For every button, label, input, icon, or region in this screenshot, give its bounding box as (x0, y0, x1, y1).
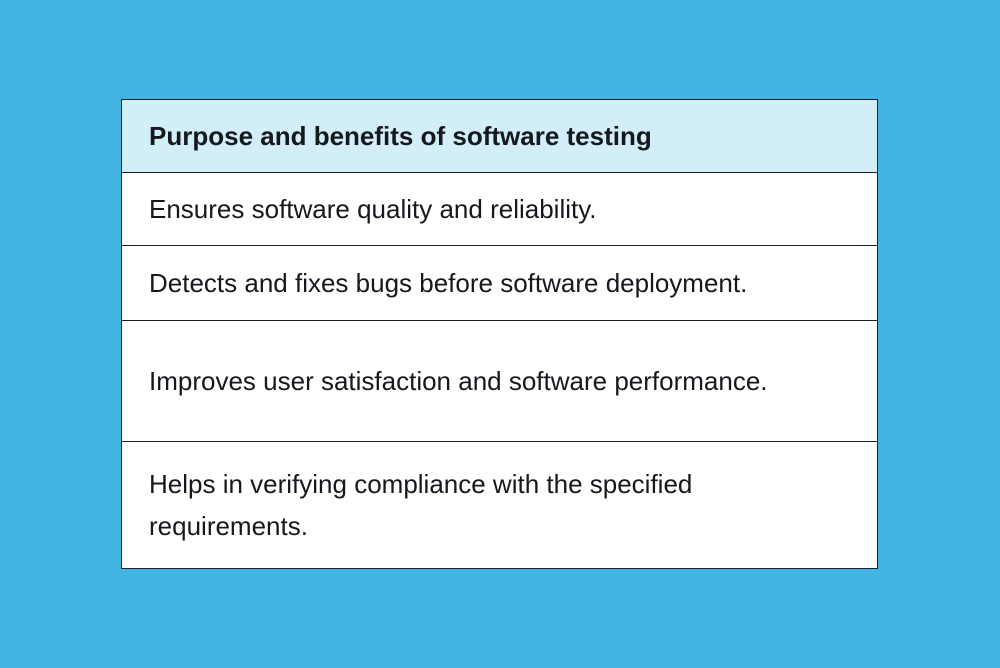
table-row: Helps in verifying compliance with the s… (122, 441, 877, 568)
benefits-table: Purpose and benefits of software testing… (121, 99, 878, 569)
table-row: Improves user satisfaction and software … (122, 320, 877, 441)
table-row: Detects and fixes bugs before software d… (122, 245, 877, 320)
table-header: Purpose and benefits of software testing (122, 100, 877, 172)
table-row: Ensures software quality and reliability… (122, 172, 877, 245)
